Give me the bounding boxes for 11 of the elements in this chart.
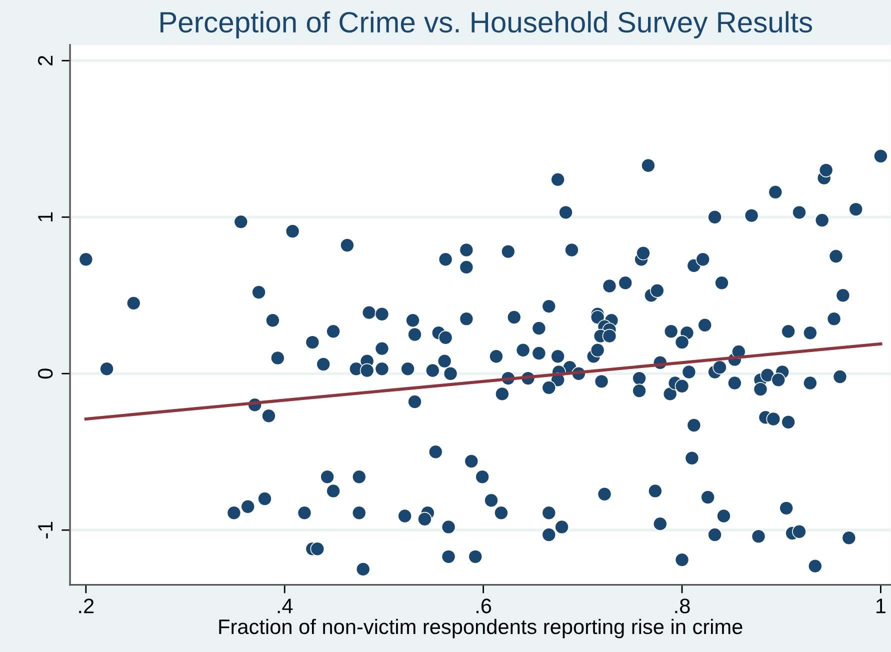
chart-title: Perception of Crime vs. Household Survey Results [160, 11, 812, 38]
y-tick-label: 1 [38, 212, 53, 222]
y-tick-label: 0 [38, 368, 53, 379]
y-tick-label: -1 [38, 522, 53, 538]
x-axis-title: Fraction of non-victim respondents reporting rise in crime [219, 618, 742, 638]
x-tick-label: 1 [876, 598, 886, 614]
x-tick-label: .2 [79, 598, 94, 614]
x-tick-label: .8 [675, 598, 690, 614]
y-tick-label: 2 [38, 56, 53, 66]
x-tick-label: .6 [476, 598, 492, 614]
x-tick-label: .4 [278, 598, 293, 614]
